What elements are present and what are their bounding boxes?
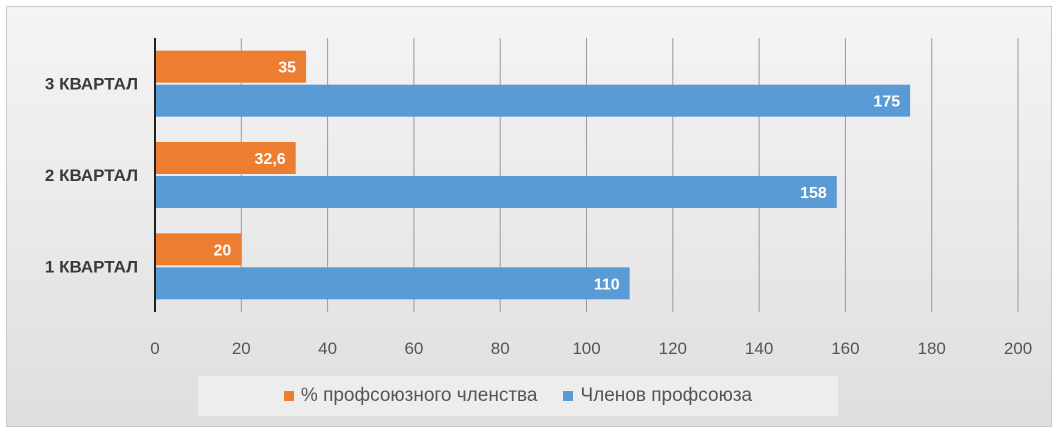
x-tick-label: 180 (918, 339, 946, 358)
x-tick-label: 140 (745, 339, 773, 358)
bar-membership-percent (156, 233, 242, 266)
legend-swatch-blue (563, 391, 574, 401)
data-label: 158 (800, 185, 827, 202)
x-tick-label: 100 (572, 339, 600, 358)
legend: % профсоюзного членства Членов профсоюза (198, 376, 838, 416)
x-tick-label: 120 (659, 339, 687, 358)
data-label: 110 (594, 276, 620, 293)
x-tick-label: 60 (404, 339, 423, 358)
legend-label-members: Членов профсоюза (580, 385, 753, 406)
data-label: 175 (873, 94, 900, 111)
legend-item-membership-percent: % профсоюзного членства (283, 385, 538, 407)
bar-members (156, 84, 911, 117)
data-label: 32,6 (255, 151, 286, 168)
x-tick-label: 80 (491, 339, 510, 358)
bar-membership-percent (156, 142, 296, 174)
category-label: 2 КВАРТАЛ (45, 166, 138, 185)
data-label: 20 (214, 242, 232, 259)
bar-membership-percent (156, 50, 307, 83)
x-tick-label: 20 (232, 339, 251, 358)
category-label: 3 КВАРТАЛ (45, 75, 138, 94)
legend-label-membership-percent: % профсоюзного членства (300, 385, 538, 406)
x-tick-label: 40 (318, 339, 337, 358)
legend-item-members: Членов профсоюза (563, 385, 752, 407)
x-tick-label: 160 (831, 339, 859, 358)
legend-swatch-orange (283, 391, 294, 401)
bar-members (156, 267, 630, 300)
category-label: 1 КВАРТАЛ (45, 257, 138, 276)
x-tick-label: 200 (1004, 339, 1032, 358)
x-tick-label: 0 (150, 339, 159, 358)
data-label: 35 (278, 60, 296, 77)
bar-members (156, 176, 837, 208)
